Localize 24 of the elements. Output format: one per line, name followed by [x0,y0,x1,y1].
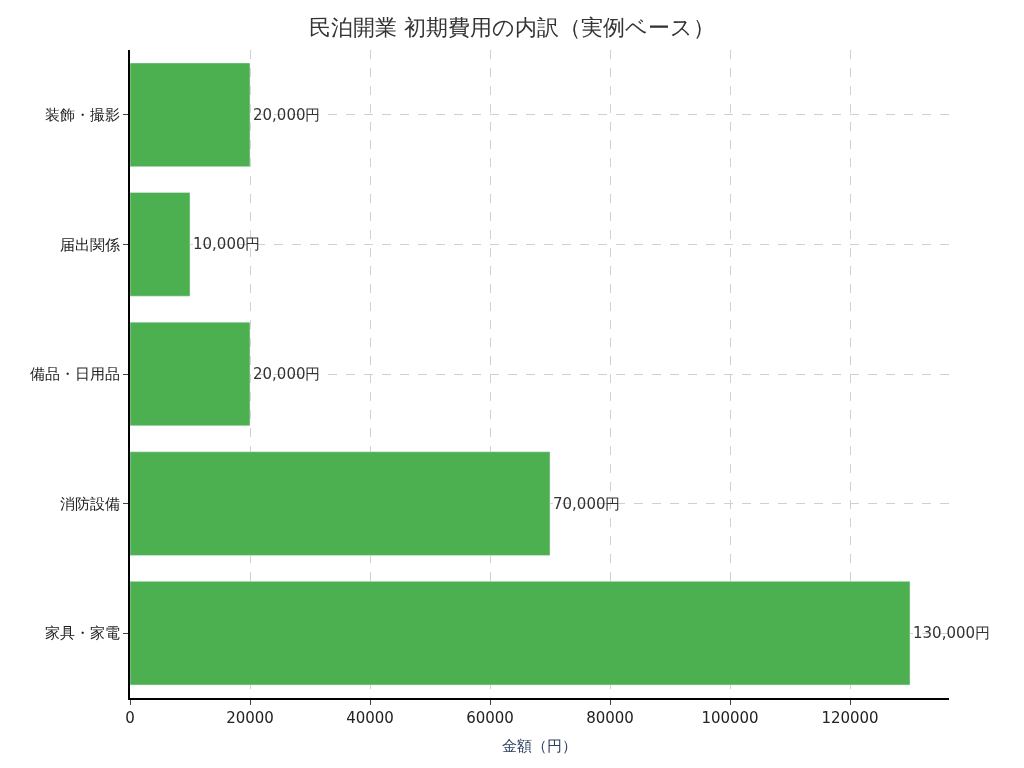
chart-title: 民泊開業 初期費用の内訳（実例ベース） [309,14,715,40]
bar [130,581,911,686]
bar [130,62,251,167]
x-tick-label: 40000 [346,708,394,727]
bar [130,192,191,297]
data-label: 10,000円 [193,235,261,254]
x-tick-label: 60000 [466,708,514,727]
x-tick-label: 0 [125,708,135,727]
y-tick-label: 備品・日用品 [30,365,121,384]
x-axis-title: 金額（円） [502,737,577,756]
y-tick-label: 消防設備 [60,494,121,513]
data-label: 130,000円 [913,624,991,643]
x-tick-label: 20000 [226,708,274,727]
y-tick-label: 装飾・撮影 [45,106,121,125]
x-tick-label: 100000 [701,708,759,727]
y-tick-label: 家具・家電 [45,624,121,643]
bar [130,451,551,556]
x-tick-label: 80000 [586,708,634,727]
data-label: 20,000円 [253,105,321,124]
data-label: 70,000円 [553,494,621,513]
data-label: 20,000円 [253,365,321,383]
x-tick-label: 120000 [821,708,879,727]
bar [130,321,251,427]
y-tick-label: 届出関係 [60,235,121,254]
